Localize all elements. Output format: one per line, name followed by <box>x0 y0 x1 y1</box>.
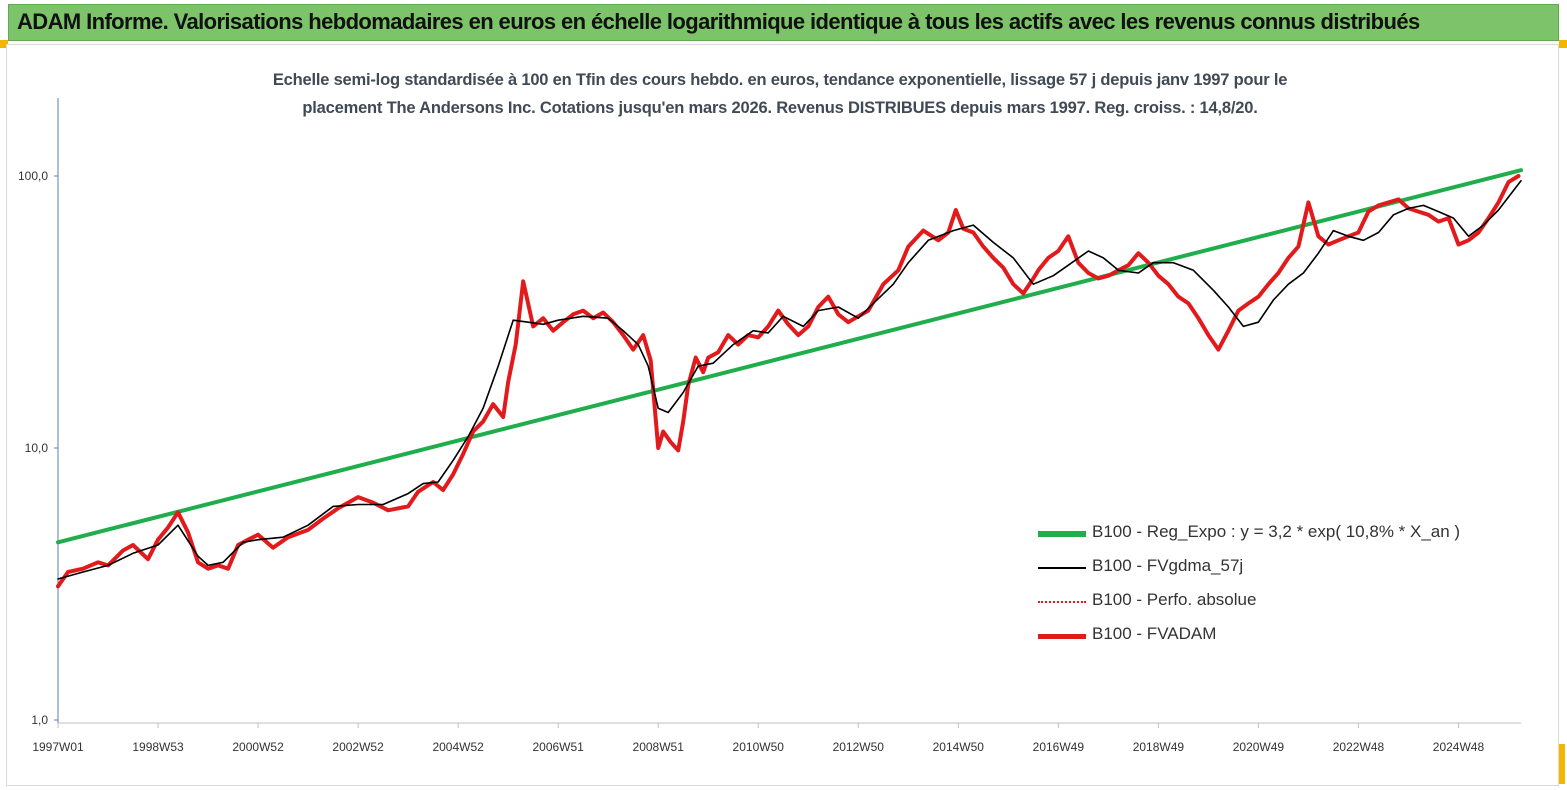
x-tick-label: 2016W49 <box>1033 740 1085 754</box>
series-layer <box>56 168 1523 589</box>
corner-mark-bottom-right <box>1559 744 1565 784</box>
x-tick-label: 1997W01 <box>32 740 84 754</box>
chart-title-line-1: Echelle semi-log standardisée à 100 en T… <box>272 71 1288 89</box>
header-banner: ADAM Informe. Valorisations hebdomadaire… <box>8 4 1559 41</box>
series-fvadam <box>56 174 1521 589</box>
corner-mark-top-right <box>1559 40 1567 48</box>
legend-item-fvadam: B100 - FVADAM <box>1038 622 1508 656</box>
header-title: ADAM Informe. Valorisations hebdomadaire… <box>17 9 1420 34</box>
legend: B100 - Reg_Expo : y = 3,2 * exp( 10,8% *… <box>1038 520 1508 656</box>
legend-swatch-fvgdma <box>1038 567 1086 569</box>
legend-swatch-fvadam <box>1038 634 1086 639</box>
series-fvgdma <box>57 180 1522 580</box>
chart-title-line-2: placement The Andersons Inc. Cotations j… <box>302 99 1258 117</box>
y-tick-label: 10,0 <box>25 441 49 455</box>
legend-item-fvgdma: B100 - FVgdma_57j <box>1038 554 1508 588</box>
x-tick-label: 2002W52 <box>332 740 384 754</box>
legend-label-fvgdma: B100 - FVgdma_57j <box>1092 556 1244 575</box>
corner-mark-top-left <box>0 40 8 48</box>
x-tick-label: 2012W50 <box>833 740 885 754</box>
x-tick-label: 2006W51 <box>532 740 584 754</box>
legend-swatch-perfo-absolue <box>1038 601 1086 603</box>
chart-area <box>6 44 1559 786</box>
legend-label-fvadam: B100 - FVADAM <box>1092 624 1217 643</box>
x-tick-label: 2022W48 <box>1333 740 1385 754</box>
axes: 1,0 10,0 100,0 1997W01 1998W53 2000W52 2002W52… <box>18 98 1521 754</box>
x-tick-label: 1998W53 <box>132 740 184 754</box>
legend-label-reg-expo: B100 - Reg_Expo : y = 3,2 * exp( 10,8% *… <box>1092 522 1461 541</box>
y-tick-label: 1,0 <box>31 713 48 727</box>
series-reg-expo <box>56 168 1523 545</box>
chart-title: Echelle semi-log standardisée à 100 en T… <box>190 66 1370 122</box>
x-tick-label: 2010W50 <box>733 740 785 754</box>
x-tick-label: 2004W52 <box>432 740 484 754</box>
legend-item-perfo-absolue: B100 - Perfo. absolue <box>1038 588 1508 622</box>
legend-item-reg-expo: B100 - Reg_Expo : y = 3,2 * exp( 10,8% *… <box>1038 520 1508 554</box>
x-tick-label: 2018W49 <box>1133 740 1185 754</box>
x-tick-label: 2020W49 <box>1233 740 1285 754</box>
x-tick-label: 2000W52 <box>232 740 284 754</box>
legend-swatch-reg-expo <box>1038 531 1086 537</box>
y-tick-label: 100,0 <box>18 169 48 183</box>
x-tick-label: 2014W50 <box>933 740 985 754</box>
x-tick-label: 2024W48 <box>1433 740 1485 754</box>
legend-label-perfo-absolue: B100 - Perfo. absolue <box>1092 590 1257 609</box>
x-tick-label: 2008W51 <box>633 740 685 754</box>
